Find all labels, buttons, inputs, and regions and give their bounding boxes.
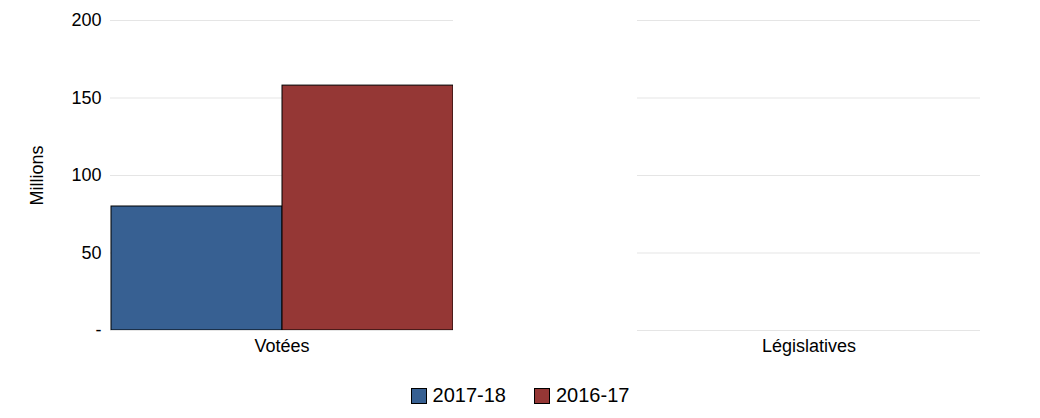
svg-text:Législatives: Législatives [762, 336, 856, 356]
svg-text:150: 150 [71, 88, 101, 108]
svg-text:200: 200 [71, 10, 101, 30]
svg-text:50: 50 [81, 243, 101, 263]
svg-text:-: - [96, 320, 102, 340]
html-text:2017-18: 2017-18 [432, 384, 506, 406]
html-text:2016-17: 2016-17 [556, 384, 630, 406]
svg-text:Votées: Votées [254, 336, 309, 356]
svg-text:100: 100 [71, 165, 101, 185]
svg-text:Millions: Millions [27, 145, 47, 205]
